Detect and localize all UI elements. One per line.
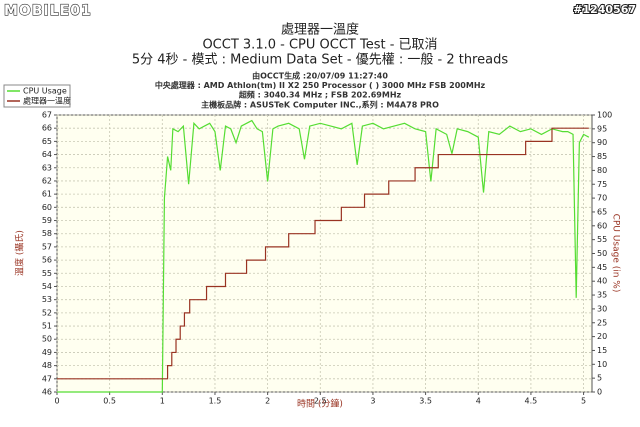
y2-tick-label: 55 (597, 235, 607, 244)
chart-title: 處理器一溫度 (281, 22, 359, 38)
y-axis-label: 溫度 (攝氏) (14, 230, 26, 276)
y2-tick-label: 85 (597, 152, 607, 161)
y-tick-label: 51 (42, 322, 52, 331)
chart-subtitle: 5分 4秒 - 模式 : Medium Data Set - 優先權 : 一般 … (132, 52, 508, 68)
x-tick-label: 2 (265, 397, 270, 406)
y2-tick-label: 30 (597, 304, 607, 313)
x-tick-label: 4.5 (525, 397, 538, 406)
watermark: MOBILE01 (4, 3, 92, 19)
legend (3, 84, 71, 108)
y2-tick-label: 20 (597, 332, 607, 341)
x-tick-label: 3.5 (419, 397, 432, 406)
y-tick-label: 50 (42, 335, 52, 344)
x-axis-label: 時間 (分鐘) (297, 398, 343, 410)
y2-tick-label: 100 (597, 111, 612, 120)
data-line (57, 127, 589, 380)
y-tick-label: 57 (42, 242, 52, 251)
y2-tick-label: 65 (597, 207, 607, 216)
y-tick-label: 62 (42, 176, 52, 185)
data-line (57, 119, 590, 393)
y-tick-label: 63 (42, 163, 52, 172)
y-tick-label: 59 (42, 216, 52, 225)
info-line: 超頻 : 3040.34 MHz ; FSB 202.69MHz (238, 90, 402, 100)
y-tick-label: 54 (42, 282, 52, 291)
y-tick-label: 66 (42, 124, 52, 133)
y2-tick-label: 60 (597, 221, 607, 230)
y2-axis-label: CPU Usage (in %) (611, 214, 621, 293)
chart-subtitle: OCCT 3.1.0 - CPU OCCT Test - 已取消 (202, 38, 437, 53)
x-tick-label: 5 (581, 397, 586, 406)
legend-label: CPU Usage (23, 87, 67, 96)
x-tick-label: 2.5 (314, 397, 327, 406)
y2-tick-label: 15 (597, 346, 607, 355)
y-tick-label: 60 (42, 203, 52, 212)
y2-tick-label: 5 (597, 374, 602, 383)
x-tick-label: 1.5 (209, 397, 222, 406)
y-tick-label: 52 (42, 308, 52, 317)
x-tick-label: 4 (476, 397, 481, 406)
y-tick-label: 61 (42, 190, 52, 199)
info-line: 主機板品牌 : ASUSTeK Computer INC.,系列 : M4A78… (201, 99, 439, 109)
y2-tick-label: 35 (597, 291, 607, 300)
y-tick-label: 53 (42, 295, 52, 304)
y-tick-label: 46 (42, 388, 52, 397)
y2-tick-label: 90 (597, 138, 607, 147)
y2-tick-label: 45 (597, 263, 607, 272)
y-tick-label: 65 (42, 137, 52, 146)
x-tick-label: 0 (54, 397, 59, 406)
y2-tick-label: 80 (597, 166, 607, 175)
info-line: 中央處理器 : AMD Athlon(tm) II X2 250 Process… (155, 80, 486, 90)
y2-tick-label: 95 (597, 124, 607, 133)
y2-tick-label: 50 (597, 249, 607, 258)
post-id: #1240567 (573, 3, 636, 16)
y-tick-label: 58 (42, 229, 52, 238)
y-tick-label: 48 (42, 361, 52, 370)
x-tick-label: 3 (370, 397, 375, 406)
legend-label: 處理器一溫度 (23, 96, 71, 106)
y2-tick-label: 10 (597, 360, 607, 369)
y2-tick-label: 70 (597, 194, 607, 203)
y-tick-label: 55 (42, 269, 52, 278)
y-tick-label: 49 (42, 348, 52, 357)
x-tick-label: 0.5 (103, 397, 116, 406)
info-line: 由OCCT生成 :20/07/09 11:27:40 (252, 71, 388, 81)
y-tick-label: 47 (42, 374, 52, 383)
y2-tick-label: 40 (597, 277, 607, 286)
y-tick-label: 56 (42, 256, 52, 265)
y2-tick-label: 0 (597, 388, 602, 397)
y2-tick-label: 75 (597, 180, 607, 189)
plot-area (56, 114, 593, 393)
x-tick-label: 1 (160, 397, 165, 406)
y-tick-label: 67 (42, 111, 52, 120)
y2-tick-label: 25 (597, 318, 607, 327)
y-tick-label: 64 (42, 150, 52, 159)
